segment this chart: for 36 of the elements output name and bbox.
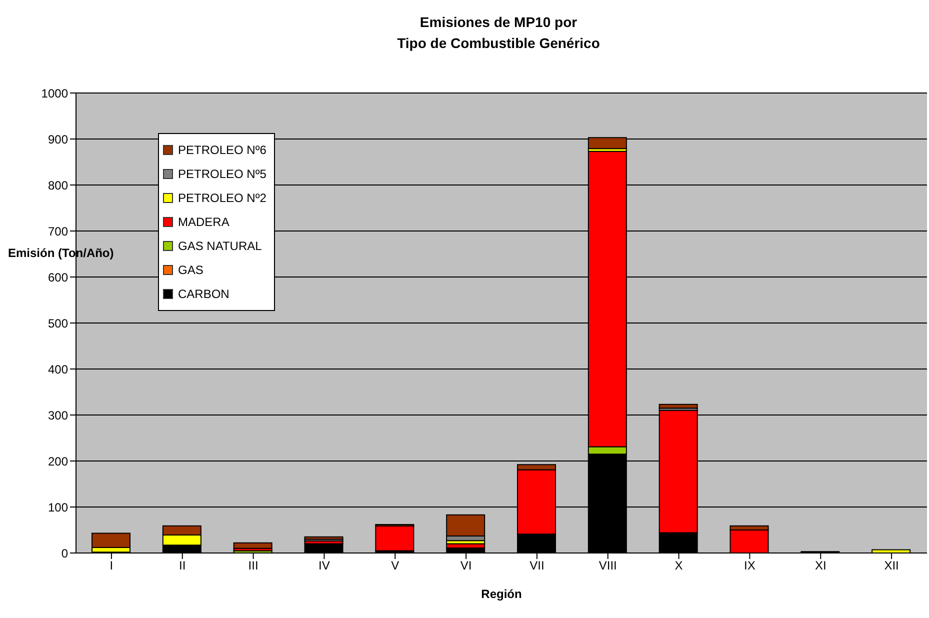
y-tick-label: 300 — [48, 408, 68, 422]
bar — [304, 536, 344, 540]
y-tick-label: 200 — [48, 454, 68, 468]
legend-label: CARBON — [178, 287, 230, 301]
x-tick-label: IV — [318, 558, 330, 573]
x-tick-label: IX — [744, 558, 756, 573]
x-tick-label: II — [179, 558, 186, 573]
x-tick-label: VI — [460, 558, 472, 573]
bar — [233, 542, 272, 549]
y-tick-label: 600 — [48, 270, 68, 284]
bar — [375, 525, 414, 552]
y-tick-label: 0 — [61, 546, 68, 560]
x-tick-label: VIII — [598, 558, 617, 573]
legend-label: MADERA — [178, 215, 230, 229]
y-tick-label: 900 — [48, 132, 68, 146]
y-tick-label: 500 — [48, 316, 68, 330]
x-tick-label: I — [110, 558, 114, 573]
y-tick-label: 400 — [48, 362, 68, 376]
bar — [658, 404, 698, 409]
legend-label: PETROLEO Nº5 — [178, 167, 266, 181]
legend-label: PETROLEO Nº2 — [178, 191, 266, 205]
x-tick-label: XI — [814, 558, 826, 573]
x-axis-title: Región — [481, 587, 522, 601]
legend-label: GAS — [178, 263, 204, 277]
y-tick-label: 1000 — [41, 86, 68, 100]
y-tick-label: 100 — [48, 500, 68, 514]
legend-label: GAS NATURAL — [178, 239, 262, 253]
chart-title: Emisiones de MP10 por Tipo de Combustible Genérico — [396, 13, 601, 53]
x-tick-label: XII — [884, 558, 899, 573]
x-tick-label: III — [248, 558, 258, 573]
x-tick-label: V — [391, 558, 400, 573]
y-tick-label: 700 — [48, 224, 68, 238]
x-tick-label: X — [674, 558, 683, 573]
x-tick-label: VII — [530, 558, 544, 573]
y-tick-label: 800 — [48, 178, 68, 192]
legend-label: PETROLEO Nº6 — [178, 143, 266, 157]
